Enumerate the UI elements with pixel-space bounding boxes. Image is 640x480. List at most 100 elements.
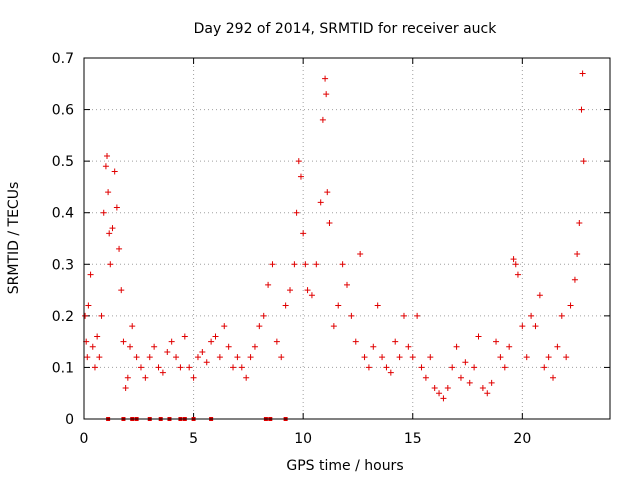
data-point [431,385,438,392]
data-point [247,354,254,361]
data-point [278,354,285,361]
data-point [361,354,368,361]
chart-title: Day 292 of 2014, SRMTID for receiver auc… [194,21,498,37]
data-point [164,348,171,355]
x-axis-ticks: 0 5 10 15 20 [80,58,531,447]
data-point [194,354,201,361]
data-point [146,354,153,361]
y-tick-label: 0 [65,412,74,428]
plot-frame [83,57,611,420]
data-point [339,261,346,268]
data-point [436,390,443,397]
data-point [313,261,320,268]
data-point [497,354,504,361]
data-point [392,338,399,345]
data-point [98,312,105,319]
data-point [260,312,267,319]
data-point [122,385,129,392]
data-point [484,390,491,397]
data-point [400,312,407,319]
data-point [82,312,89,319]
data-point [563,354,570,361]
y-tick-label: 0.4 [52,206,74,222]
data-point [374,302,381,309]
data-point [348,312,355,319]
data-point [85,302,92,309]
data-point [102,163,109,170]
data-point [528,312,535,319]
data-point [151,343,158,350]
data-point [545,354,552,361]
y-axis-label: SRMTID / TECUs [6,182,22,295]
y-tick-label: 0.3 [52,257,74,273]
data-point [133,354,140,361]
data-point [387,369,394,376]
data-point [177,364,184,371]
data-point [308,292,315,299]
data-point [580,158,587,165]
data-point [479,385,486,392]
data-point [449,364,456,371]
data-point [118,287,125,294]
data-point [323,91,330,98]
data-point [532,323,539,330]
y-tick-label: 0.2 [52,309,74,325]
data-point [269,261,276,268]
data-point [462,359,469,366]
data-point [109,225,116,232]
data-point [512,261,519,268]
data-point [322,75,329,82]
x-tick-label: 10 [294,431,312,447]
data-point [578,106,585,113]
data-point [243,374,250,381]
data-point [190,374,197,381]
data-point [251,343,258,350]
data-point [111,168,118,175]
data-point [357,250,364,257]
data-point [506,343,513,350]
data-point [466,379,473,386]
data-point [116,245,123,252]
data-point [293,209,300,216]
data-point [440,395,447,402]
data-point [142,374,149,381]
data-point [89,343,96,350]
data-point [291,261,298,268]
data-point [579,70,586,77]
data-point [129,323,136,330]
x-tick-label: 5 [189,431,198,447]
data-point [105,189,112,196]
data-point [519,323,526,330]
data-point [317,199,324,206]
data-point [457,374,464,381]
data-point [127,343,134,350]
data-point [104,152,111,159]
data-point [84,354,91,361]
data-point [414,312,421,319]
data-point [488,379,495,386]
data-point [107,261,114,268]
data-point [186,364,193,371]
x-tick-label: 15 [404,431,422,447]
data-point [422,374,429,381]
data-point [396,354,403,361]
data-point [344,281,350,288]
data-point [230,364,237,371]
data-point [427,354,434,361]
data-point [203,359,210,366]
data-point [87,271,94,278]
data-point [155,364,162,371]
data-point [453,343,460,350]
data-point [554,343,561,350]
data-point [335,302,342,309]
data-point [113,204,120,211]
data-point [576,220,583,227]
data-point [137,364,144,371]
data-point [365,364,372,371]
data-point [273,338,280,345]
data-point [370,343,377,350]
data-point [106,230,113,237]
data-point [541,364,548,371]
data-point [567,302,574,309]
